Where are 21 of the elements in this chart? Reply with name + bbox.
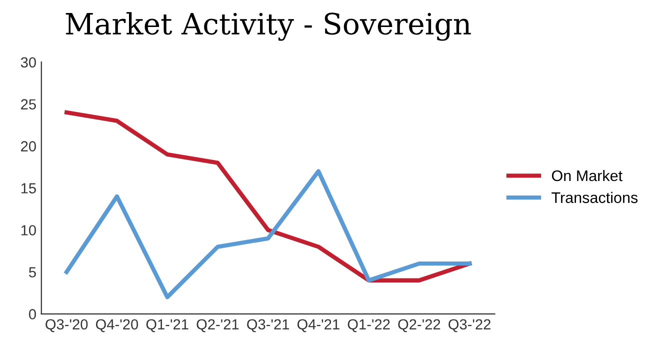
x-tick-label: Q4-'20 [96, 319, 138, 332]
y-tick-label: 10 [21, 225, 36, 236]
line-series [64, 110, 472, 282]
y-tick-label: 5 [29, 267, 36, 278]
x-tick-label: Q3-'21 [247, 319, 290, 332]
x-tick-label: Q3-'20 [46, 319, 88, 332]
x-tick-label: Q1-'22 [348, 319, 390, 332]
legend-label: On Market [552, 170, 622, 182]
x-tick-label: Q3-'22 [448, 319, 490, 332]
x-tick-label: Q2-'21 [196, 319, 239, 332]
y-tick-label: 25 [21, 99, 36, 110]
x-tick-label: Q1-'21 [146, 319, 188, 332]
legend-label: Transactions [552, 192, 638, 204]
line-series [64, 169, 472, 300]
x-tick-label: Q4-'21 [297, 319, 340, 332]
chart-title: Market Activity - Sovereign [66, 12, 471, 41]
y-tick-label: 15 [21, 183, 36, 194]
y-tick-label: 30 [20, 57, 36, 68]
x-tick-label: Q2-'22 [398, 319, 440, 332]
y-tick-label: 0 [28, 309, 36, 320]
y-tick-label: 20 [21, 141, 36, 152]
